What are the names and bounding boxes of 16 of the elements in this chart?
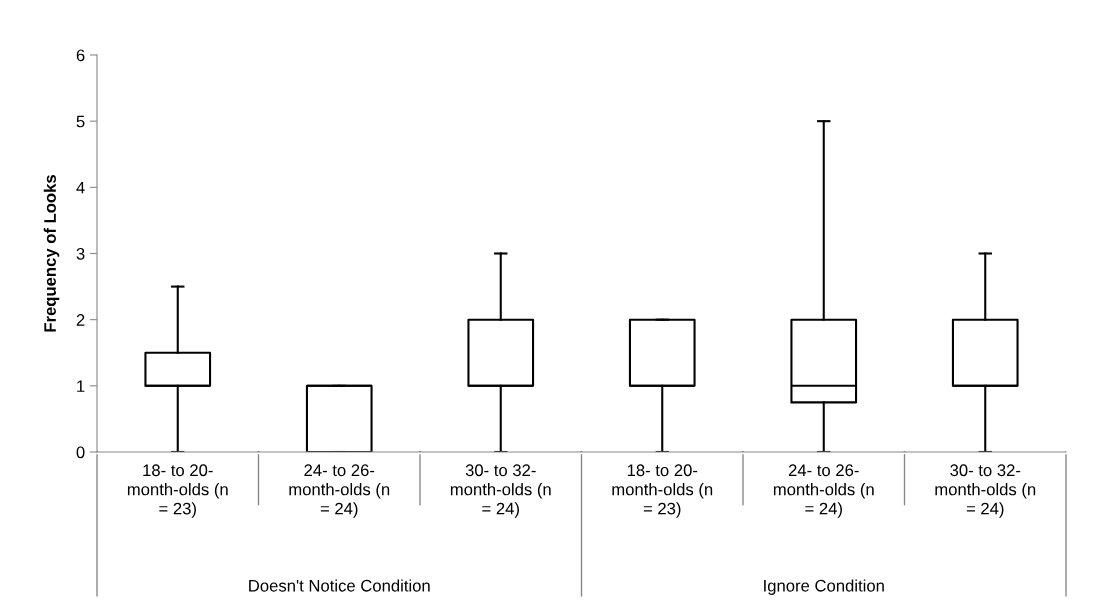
x-tick-label: 18- to 20- month-olds (n = 23)	[127, 464, 228, 518]
y-tick-label: 5	[76, 115, 85, 128]
y-tick-label: 6	[76, 49, 85, 62]
y-axis-title: Frequency of Looks	[43, 175, 60, 332]
y-tick-label: 2	[76, 314, 85, 326]
x-tick-label: 24- to 26- month-olds (n = 24)	[289, 464, 390, 518]
y-tick-label: 1	[77, 380, 85, 392]
x-tick-label: 30- to 32- month-olds (n = 24)	[935, 464, 1036, 518]
text: Ignore Condition	[764, 579, 884, 595]
y-tick-label: 3	[76, 247, 85, 260]
x-tick-label: 24- to 26- month-olds (n = 24)	[773, 464, 874, 518]
y-tick-label: 0	[76, 446, 85, 459]
y-tick-label: 4	[76, 181, 85, 194]
text: Doesn't Notice Condition	[249, 579, 430, 592]
x-tick-label: 30- to 32- month-olds (n = 24)	[450, 464, 551, 518]
x-tick-label: 18- to 20- month-olds (n = 23)	[612, 464, 713, 518]
